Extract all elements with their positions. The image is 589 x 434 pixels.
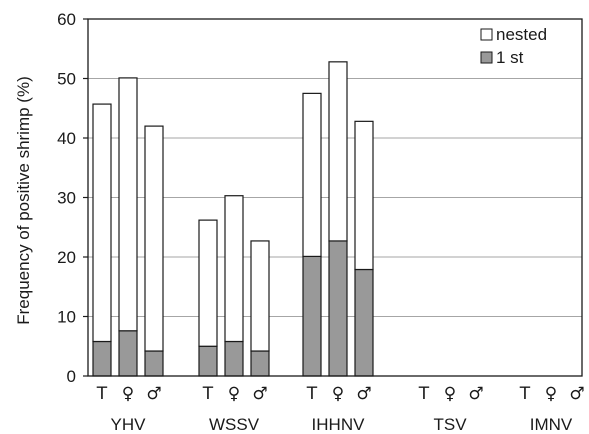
x-sub-label: T bbox=[519, 384, 531, 404]
x-sub-label: T bbox=[202, 384, 214, 404]
y-tick-label: 30 bbox=[57, 189, 76, 208]
bar-1st-wssv-2 bbox=[250, 350, 270, 377]
y-tick-label: 50 bbox=[57, 70, 76, 89]
legend-label-nested: nested bbox=[496, 25, 547, 44]
legend-label-1st: 1 st bbox=[496, 48, 524, 67]
y-tick-label: 60 bbox=[57, 10, 76, 29]
bar-nested-wssv-2 bbox=[250, 240, 270, 352]
bar-1st-yhv-1 bbox=[118, 330, 138, 377]
labels: 0 10 20 30 40 50 60 Frequency of positive shrim… bbox=[14, 10, 585, 434]
x-group-label-imnv: IMNV bbox=[530, 415, 573, 434]
x-sub-label: T bbox=[306, 384, 318, 404]
x-sub-label: ♀ bbox=[332, 384, 344, 404]
bar-nested-wssv-1 bbox=[224, 195, 244, 343]
x-sub-label: ♀ bbox=[545, 384, 557, 404]
x-sub-label: ♀ bbox=[228, 384, 240, 404]
y-tick-label: 20 bbox=[57, 248, 76, 267]
legend-swatch-nested bbox=[480, 28, 493, 41]
bar-nested-ihhnv-2 bbox=[354, 120, 374, 271]
x-group-label-wssv: WSSV bbox=[209, 415, 260, 434]
bar-1st-yhv-0 bbox=[92, 340, 112, 377]
bar-1st-yhv-2 bbox=[144, 350, 164, 377]
bar-nested-ihhnv-1 bbox=[328, 61, 348, 242]
x-sub-label: ♂ bbox=[146, 384, 161, 404]
bar-1st-ihhnv-2 bbox=[354, 268, 374, 377]
bar-1st-wssv-1 bbox=[224, 340, 244, 377]
bars bbox=[92, 61, 374, 377]
bar-nested-yhv-0 bbox=[92, 103, 112, 343]
x-group-label-ihhnv: IHHNV bbox=[312, 415, 366, 434]
y-tick-label: 0 bbox=[67, 367, 76, 386]
x-sub-label: T bbox=[96, 384, 108, 404]
y-tick-label: 40 bbox=[57, 129, 76, 148]
bar-nested-wssv-0 bbox=[198, 219, 218, 347]
axes bbox=[83, 18, 583, 377]
bar-1st-ihhnv-0 bbox=[302, 255, 322, 377]
x-sub-label: ♂ bbox=[569, 384, 584, 404]
y-tick-label: 10 bbox=[57, 308, 76, 327]
x-group-label-tsv: TSV bbox=[433, 415, 467, 434]
x-sub-label: ♂ bbox=[252, 384, 267, 404]
x-sub-label: ♀ bbox=[122, 384, 134, 404]
bar-1st-ihhnv-1 bbox=[328, 240, 348, 377]
legend-swatch-1st bbox=[480, 51, 493, 64]
y-axis-title: Frequency of positive shrimp (%) bbox=[14, 76, 33, 324]
bar-1st-wssv-0 bbox=[198, 345, 218, 377]
x-sub-label: T bbox=[418, 384, 430, 404]
x-group-label-yhv: YHV bbox=[111, 415, 147, 434]
bar-nested-yhv-2 bbox=[144, 125, 164, 352]
x-sub-label: ♂ bbox=[356, 384, 371, 404]
bar-nested-yhv-1 bbox=[118, 77, 138, 332]
x-sub-label: ♀ bbox=[444, 384, 456, 404]
legend: nested 1 st bbox=[480, 25, 547, 67]
x-sub-label: ♂ bbox=[468, 384, 483, 404]
bar-nested-ihhnv-0 bbox=[302, 92, 322, 258]
